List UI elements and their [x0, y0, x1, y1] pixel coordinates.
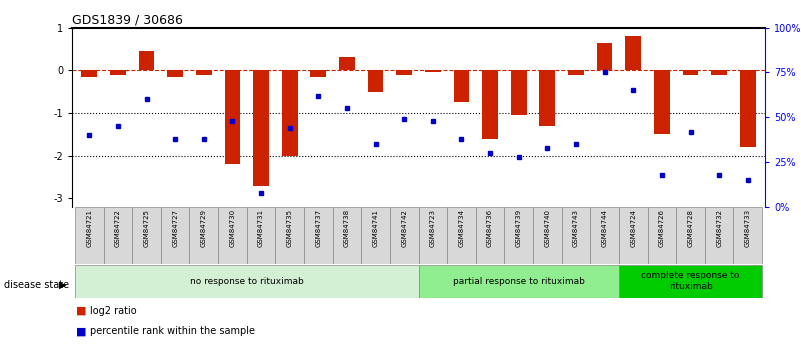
Text: GSM84739: GSM84739 [516, 209, 521, 247]
Text: disease state: disease state [4, 280, 69, 289]
Text: GSM84743: GSM84743 [573, 209, 579, 247]
Bar [196, 70, 211, 75]
Bar [282, 70, 297, 156]
Text: GSM84734: GSM84734 [458, 209, 465, 247]
Text: GSM84742: GSM84742 [401, 209, 407, 247]
Text: ■: ■ [76, 326, 87, 336]
Bar [647, 207, 676, 264]
Bar [332, 207, 361, 264]
Text: no response to rituximab: no response to rituximab [190, 277, 304, 286]
Bar [511, 70, 526, 115]
Text: GSM84733: GSM84733 [745, 209, 751, 247]
Text: GSM84741: GSM84741 [372, 209, 379, 247]
Bar [311, 70, 326, 77]
Bar [682, 70, 698, 75]
Bar [734, 207, 762, 264]
Bar [626, 36, 641, 70]
Text: partial response to rituximab: partial response to rituximab [453, 277, 585, 286]
Bar [476, 207, 505, 264]
Bar [505, 207, 533, 264]
Text: log2 ratio: log2 ratio [90, 306, 136, 315]
Text: GSM84729: GSM84729 [201, 209, 207, 247]
Bar [253, 70, 269, 186]
Text: GSM84732: GSM84732 [716, 209, 723, 247]
Bar [361, 207, 390, 264]
Text: GDS1839 / 30686: GDS1839 / 30686 [72, 14, 183, 27]
Bar [676, 207, 705, 264]
Text: GSM84721: GSM84721 [87, 209, 92, 247]
Bar [740, 70, 755, 147]
Bar [418, 265, 619, 298]
Bar [132, 207, 161, 264]
Text: ■: ■ [76, 306, 87, 315]
Bar [224, 70, 240, 164]
Bar [75, 207, 103, 264]
Bar [654, 70, 670, 135]
Bar [218, 207, 247, 264]
Text: GSM84736: GSM84736 [487, 209, 493, 247]
Text: GSM84726: GSM84726 [659, 209, 665, 247]
Text: GSM84744: GSM84744 [602, 209, 608, 247]
Bar [103, 207, 132, 264]
Text: GSM84731: GSM84731 [258, 209, 264, 247]
Text: GSM84737: GSM84737 [316, 209, 321, 247]
Bar [705, 207, 734, 264]
Bar [482, 70, 498, 139]
Text: GSM84740: GSM84740 [545, 209, 550, 247]
Bar [619, 265, 762, 298]
Bar [711, 70, 727, 75]
Text: GSM84727: GSM84727 [172, 209, 178, 247]
Text: GSM84722: GSM84722 [115, 209, 121, 247]
Text: GSM84723: GSM84723 [430, 209, 436, 247]
Bar [304, 207, 332, 264]
Bar [110, 70, 126, 76]
Bar [82, 70, 97, 77]
Text: percentile rank within the sample: percentile rank within the sample [90, 326, 255, 336]
Bar [590, 207, 619, 264]
Text: GSM84724: GSM84724 [630, 209, 636, 247]
Text: GSM84738: GSM84738 [344, 209, 350, 247]
Bar [368, 70, 384, 92]
Bar [597, 42, 613, 70]
Bar [453, 70, 469, 102]
Bar [619, 207, 647, 264]
Text: GSM84730: GSM84730 [229, 209, 235, 247]
Bar [139, 51, 155, 70]
Bar [167, 70, 183, 77]
Text: ▶: ▶ [59, 280, 66, 289]
Bar [562, 207, 590, 264]
Bar [161, 207, 190, 264]
Bar [339, 58, 355, 70]
Bar [390, 207, 418, 264]
Bar [540, 70, 555, 126]
Bar [247, 207, 276, 264]
Bar [447, 207, 476, 264]
Bar [568, 70, 584, 75]
Bar [533, 207, 562, 264]
Text: complete response to
rituximab: complete response to rituximab [642, 272, 739, 291]
Text: GSM84728: GSM84728 [687, 209, 694, 247]
Text: GSM84735: GSM84735 [287, 209, 292, 247]
Bar [75, 265, 418, 298]
Bar [276, 207, 304, 264]
Bar [418, 207, 447, 264]
Bar [425, 70, 441, 72]
Bar [190, 207, 218, 264]
Bar [396, 70, 412, 75]
Text: GSM84725: GSM84725 [143, 209, 150, 247]
